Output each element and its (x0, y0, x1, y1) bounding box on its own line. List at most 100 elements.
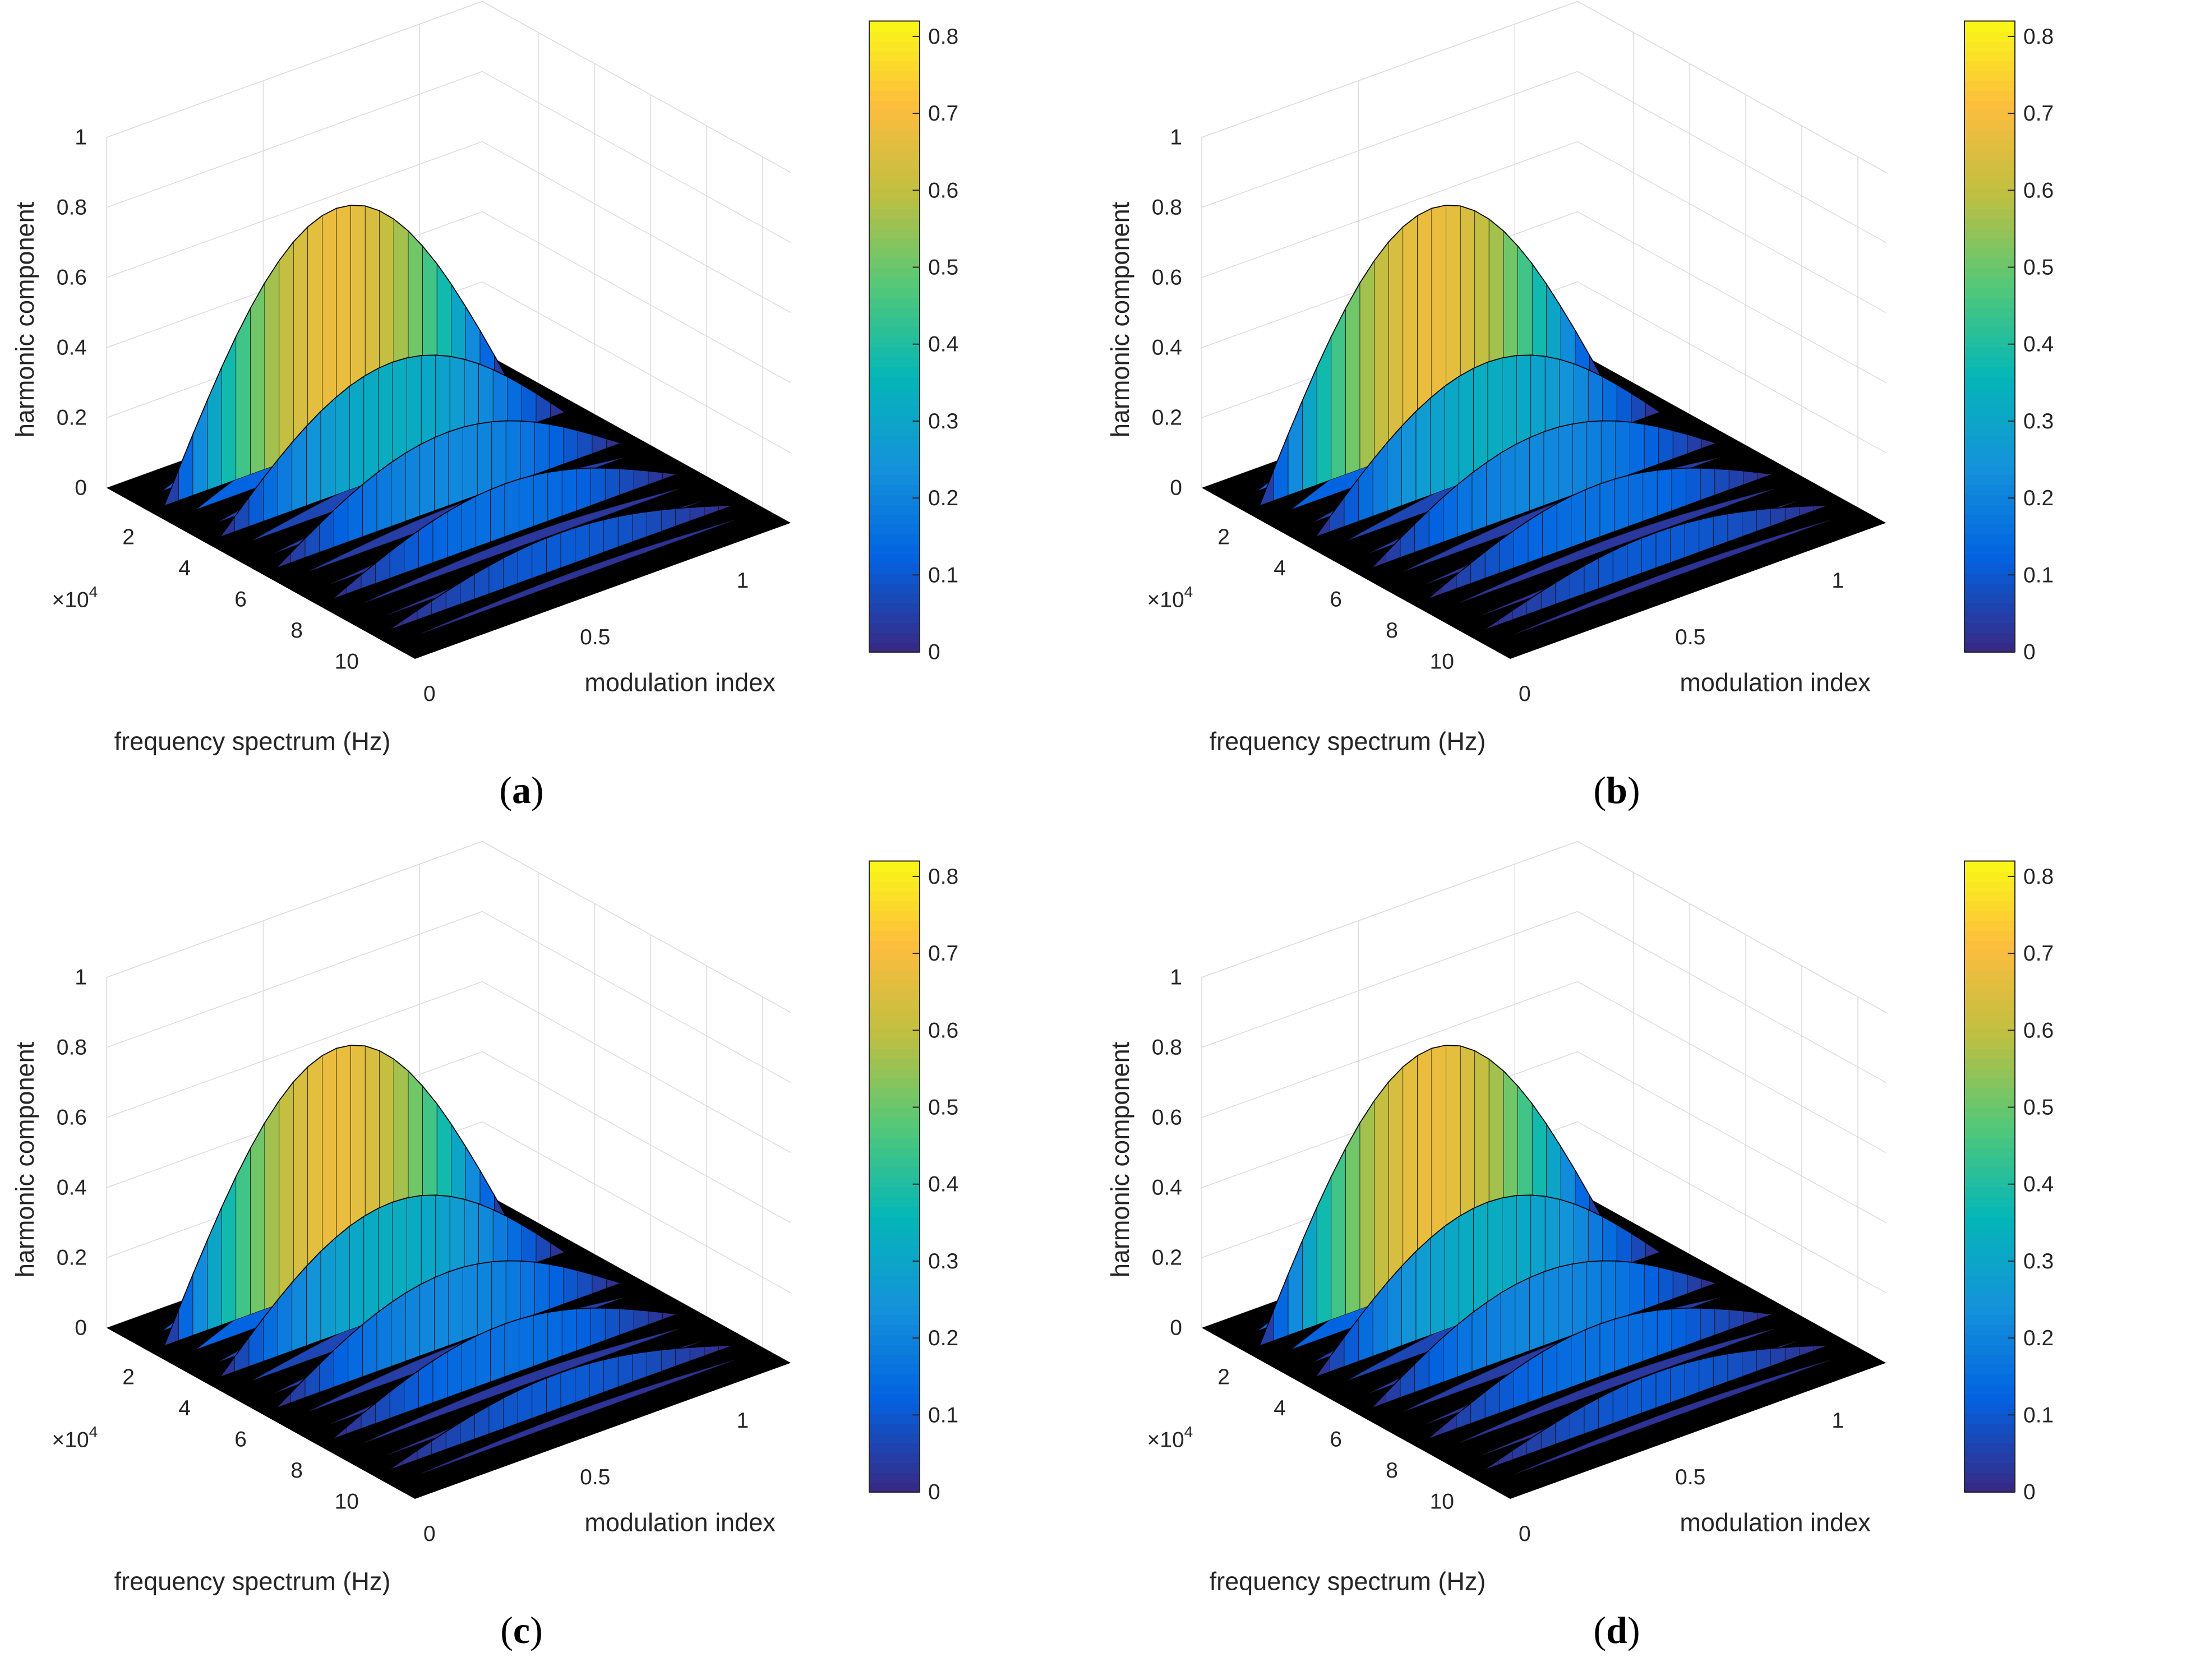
panel-caption: (d) (1593, 1609, 1640, 1651)
ridge-strip (476, 1329, 491, 1387)
ridge-strip (221, 1176, 237, 1326)
colorbar-segment (1964, 336, 2015, 348)
surface-plot: 0 0.2 0.4 0.6 0.8 1 2 4 6 8 10 0 0.5 1 ×104 harmonic co… (11, 1, 958, 756)
colorbar-segment (869, 563, 920, 574)
surface-plot: 0 0.2 0.4 0.6 0.8 1 2 4 6 8 10 0 0.5 1 ×104 harmonic co… (1106, 841, 2054, 1596)
colorbar-segment (1964, 910, 2015, 921)
z-grid-line (106, 211, 791, 384)
x-tick-label: 10 (1430, 649, 1454, 673)
ridge-strip (576, 468, 591, 511)
ridge-strip (520, 421, 535, 480)
sideband-ridge (421, 520, 735, 634)
colorbar-segment (869, 989, 920, 1000)
colorbar-tick-label: 0.8 (928, 25, 958, 49)
sideband-ridge (1516, 520, 1830, 634)
ridge-strip (547, 470, 562, 521)
ridge-strip (1542, 1343, 1557, 1398)
ridge-strip (561, 1308, 577, 1356)
colorbar-segment (869, 50, 920, 62)
ridge-strip (1614, 475, 1629, 532)
colorbar-segment (869, 1255, 920, 1266)
x-exponent-label: ×104 (52, 1423, 98, 1452)
z-tick-label: 0 (1170, 476, 1182, 500)
colorbar-segment (869, 1433, 920, 1444)
ridge-strip (1572, 1261, 1588, 1336)
colorbar-tick-label: 0.2 (2023, 1326, 2054, 1350)
ridge-strip (476, 489, 491, 547)
colorbar-segment (1964, 149, 2015, 160)
colorbar-segment (869, 1127, 920, 1138)
ridge-strip (1684, 1359, 1700, 1398)
ridge-strip (1345, 1122, 1360, 1315)
ridge-strip (1345, 282, 1360, 475)
ridge-strip (1627, 537, 1642, 579)
y-tick-label: 1 (1832, 569, 1844, 593)
ridge-strip (207, 1207, 222, 1331)
ridge-strip (391, 453, 406, 527)
ridge-strip (577, 430, 593, 459)
colorbar-segment (869, 1216, 920, 1227)
ridge-strip (505, 421, 521, 485)
x-tick-label: 10 (335, 1489, 359, 1513)
colorbar-segment (869, 1018, 920, 1030)
ridge-strip (547, 1310, 562, 1361)
x-axis-label: frequency spectrum (Hz) (1210, 1567, 1486, 1596)
ridge-strip (1486, 453, 1501, 527)
colorbar: 0 0.1 0.2 0.3 0.4 0.5 0.6 0.7 0.8 (1964, 860, 2054, 1504)
x-exponent-power: 4 (1184, 1423, 1193, 1441)
colorbar-tick-label: 0 (928, 640, 940, 664)
ridge-strip (461, 496, 477, 553)
colorbar-segment (1964, 514, 2015, 525)
colorbar-segment (869, 425, 920, 436)
colorbar-segment (1964, 346, 2015, 357)
colorbar-segment (1964, 1462, 2015, 1473)
colorbar-segment (1964, 169, 2015, 180)
colorbar-segment (1964, 880, 2015, 892)
ridge-strip (632, 511, 647, 542)
colorbar-segment (1964, 405, 2015, 417)
colorbar-segment (1964, 1354, 2015, 1365)
colorbar-segment (1964, 425, 2015, 436)
ridge-outline (1315, 1194, 1660, 1377)
z-tick-label: 0.2 (1152, 406, 1182, 430)
ridge-strip (1444, 376, 1460, 491)
chart-panel-a: 0 0.2 0.4 0.6 0.8 1 2 4 6 8 10 0 0.5 1 ×104 harmonic co… (0, 0, 1095, 840)
colorbar-segment (1964, 1235, 2015, 1247)
ridge-outline (1427, 467, 1773, 599)
ridge-strip (533, 472, 548, 527)
ridge-strip (477, 421, 492, 496)
colorbar-segment (1964, 632, 2015, 643)
ridge-strip (491, 421, 506, 491)
colorbar-segment (869, 1314, 920, 1326)
ridge-strip (1543, 1267, 1558, 1346)
ridge-outline (1371, 420, 1717, 569)
z-tick-label: 1 (75, 126, 87, 150)
ridge-strip (192, 1240, 208, 1336)
ridge-strip (391, 1293, 406, 1367)
ridge-strip (1643, 1310, 1658, 1361)
z-tick-label: 0.8 (1152, 1036, 1182, 1060)
colorbar-segment (869, 307, 920, 318)
ridge-strip (1600, 1261, 1616, 1325)
harmonic-ridge (387, 501, 735, 634)
colorbar-segment (1964, 890, 2015, 902)
colorbar-segment (869, 366, 920, 377)
colorbar-segment (869, 900, 920, 911)
colorbar-segment (1964, 415, 2015, 426)
z-tick-label: 0.6 (57, 1106, 87, 1130)
colorbar-segment (1964, 208, 2015, 219)
colorbar-segment (869, 573, 920, 584)
colorbar-tick-label: 0.7 (2023, 101, 2054, 126)
z-tick-label: 0.2 (57, 1246, 87, 1270)
tick-labels: 0 0.2 0.4 0.6 0.8 1 2 4 6 8 10 0 0.5 1 ×104 (52, 966, 749, 1547)
colorbar-segment (869, 1235, 920, 1247)
colorbar-segment (1964, 464, 2015, 476)
colorbar-tick-label: 0 (2023, 1480, 2036, 1504)
colorbar-segment (1964, 129, 2015, 140)
colorbar-tick-label: 0.1 (2023, 563, 2054, 587)
colorbar-segment (869, 969, 920, 980)
harmonic-ridge (1482, 1341, 1830, 1474)
y-tick-label: 1 (1832, 1409, 1844, 1433)
ridge-strip (1543, 427, 1558, 506)
colorbar-segment (869, 1117, 920, 1128)
